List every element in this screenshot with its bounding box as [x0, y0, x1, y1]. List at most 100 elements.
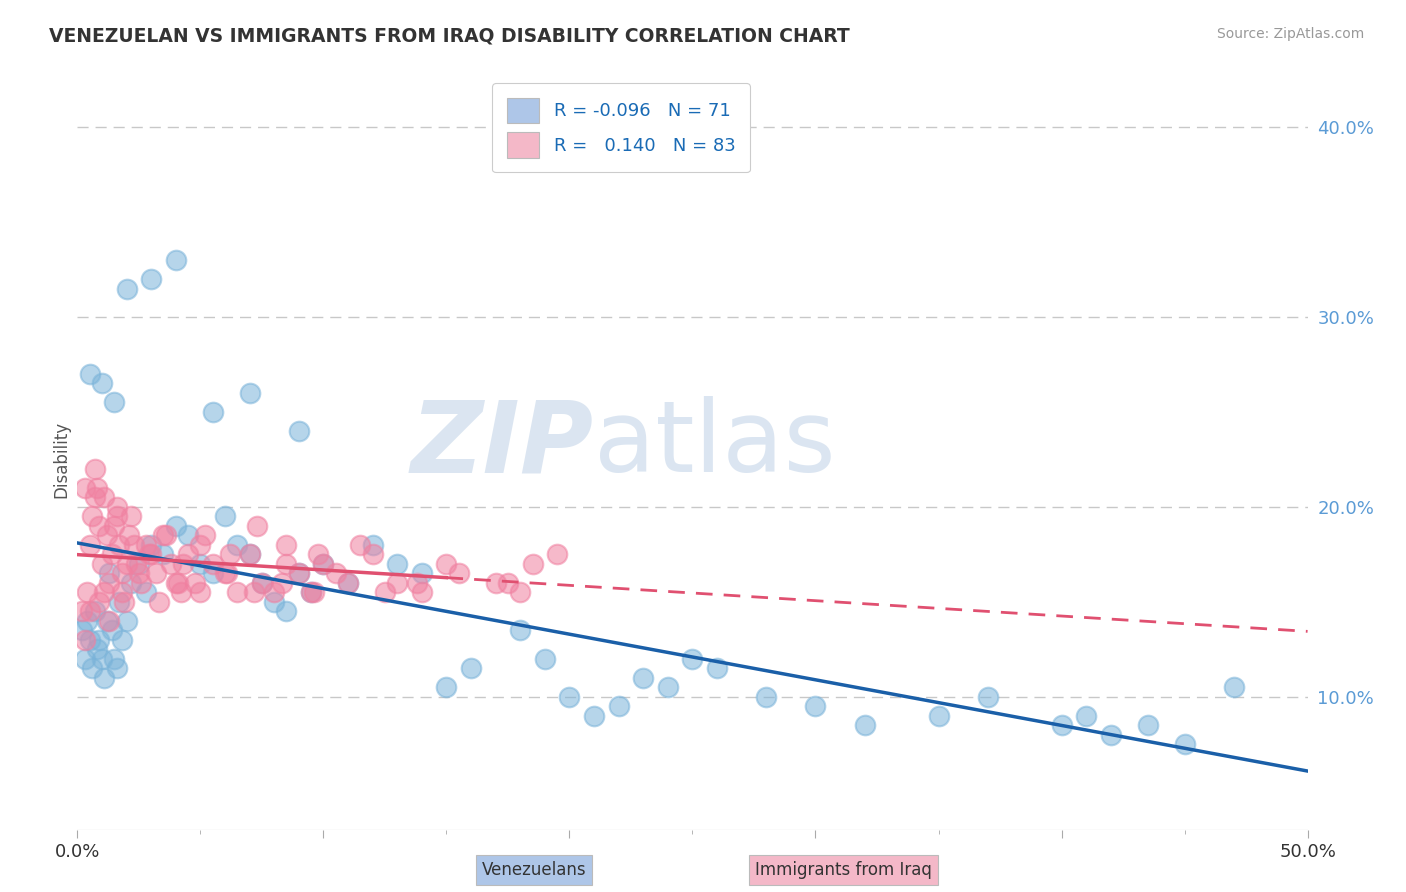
Point	[115, 557, 138, 571]
Point	[411, 566, 433, 581]
Point	[361, 547, 384, 561]
Point	[436, 680, 458, 694]
Legend: R = -0.096   N = 71, R =   0.140   N = 83: R = -0.096 N = 71, R = 0.140 N = 83	[492, 84, 749, 172]
Point	[105, 509, 128, 524]
Point	[121, 575, 143, 590]
Point	[1099, 728, 1122, 742]
Point	[108, 538, 131, 552]
Point	[188, 557, 212, 571]
Point	[337, 575, 360, 590]
Point	[90, 376, 114, 391]
Y-axis label: Disability: Disability	[52, 421, 70, 498]
Point	[250, 575, 273, 590]
Point	[105, 661, 128, 675]
Point	[201, 405, 224, 419]
Point	[312, 557, 335, 571]
Point	[1174, 737, 1197, 751]
Text: Immigrants from Iraq: Immigrants from Iraq	[755, 861, 932, 879]
Point	[288, 566, 311, 581]
Point	[86, 642, 108, 657]
Point	[460, 661, 482, 675]
Point	[534, 651, 557, 665]
Point	[263, 595, 285, 609]
Point	[276, 604, 298, 618]
Point	[128, 557, 150, 571]
Point	[270, 575, 292, 590]
Point	[385, 557, 409, 571]
Point	[76, 614, 98, 628]
Point	[76, 585, 98, 599]
Point	[239, 547, 262, 561]
Point	[447, 566, 470, 581]
Point	[152, 547, 174, 561]
Point	[86, 481, 108, 495]
Point	[73, 632, 96, 647]
Point	[276, 538, 298, 552]
Point	[141, 538, 163, 552]
Point	[129, 575, 153, 590]
Point	[496, 575, 519, 590]
Point	[226, 538, 249, 552]
Point	[96, 528, 118, 542]
Point	[188, 538, 212, 552]
Point	[804, 699, 827, 714]
Point	[79, 604, 101, 618]
Point	[509, 585, 531, 599]
Point	[105, 500, 128, 514]
Point	[485, 575, 508, 590]
Point	[312, 557, 335, 571]
Point	[308, 547, 330, 561]
Point	[70, 624, 93, 638]
Point	[82, 661, 104, 675]
Point	[138, 547, 160, 561]
Point	[239, 386, 262, 401]
Point	[853, 718, 876, 732]
Point	[411, 585, 433, 599]
Text: Source: ZipAtlas.com: Source: ZipAtlas.com	[1216, 27, 1364, 41]
Point	[558, 690, 581, 704]
Point	[103, 651, 125, 665]
Point	[167, 575, 190, 590]
Point	[436, 557, 458, 571]
Point	[128, 566, 150, 581]
Point	[928, 708, 950, 723]
Point	[509, 624, 531, 638]
Text: atlas: atlas	[595, 396, 835, 493]
Point	[1050, 718, 1073, 732]
Point	[90, 651, 114, 665]
Point	[111, 566, 132, 581]
Point	[263, 585, 285, 599]
Point	[177, 528, 200, 542]
Point	[115, 281, 138, 295]
Point	[214, 566, 236, 581]
Point	[98, 575, 121, 590]
Point	[214, 509, 236, 524]
Point	[93, 491, 115, 505]
Point	[89, 595, 111, 609]
Point	[226, 585, 249, 599]
Point	[79, 538, 101, 552]
Point	[70, 604, 93, 618]
Point	[148, 595, 170, 609]
Point	[118, 528, 141, 542]
Point	[141, 272, 163, 286]
Point	[385, 575, 409, 590]
Point	[111, 632, 132, 647]
Point	[522, 557, 544, 571]
Point	[115, 614, 138, 628]
Point	[89, 518, 111, 533]
Point	[977, 690, 1000, 704]
Point	[170, 585, 193, 599]
Point	[706, 661, 728, 675]
Point	[633, 671, 655, 685]
Point	[243, 585, 266, 599]
Point	[755, 690, 778, 704]
Point	[83, 462, 105, 476]
Point	[79, 632, 101, 647]
Point	[145, 566, 167, 581]
Point	[546, 547, 568, 561]
Point	[93, 585, 115, 599]
Point	[101, 624, 124, 638]
Point	[96, 614, 118, 628]
Point	[152, 528, 174, 542]
